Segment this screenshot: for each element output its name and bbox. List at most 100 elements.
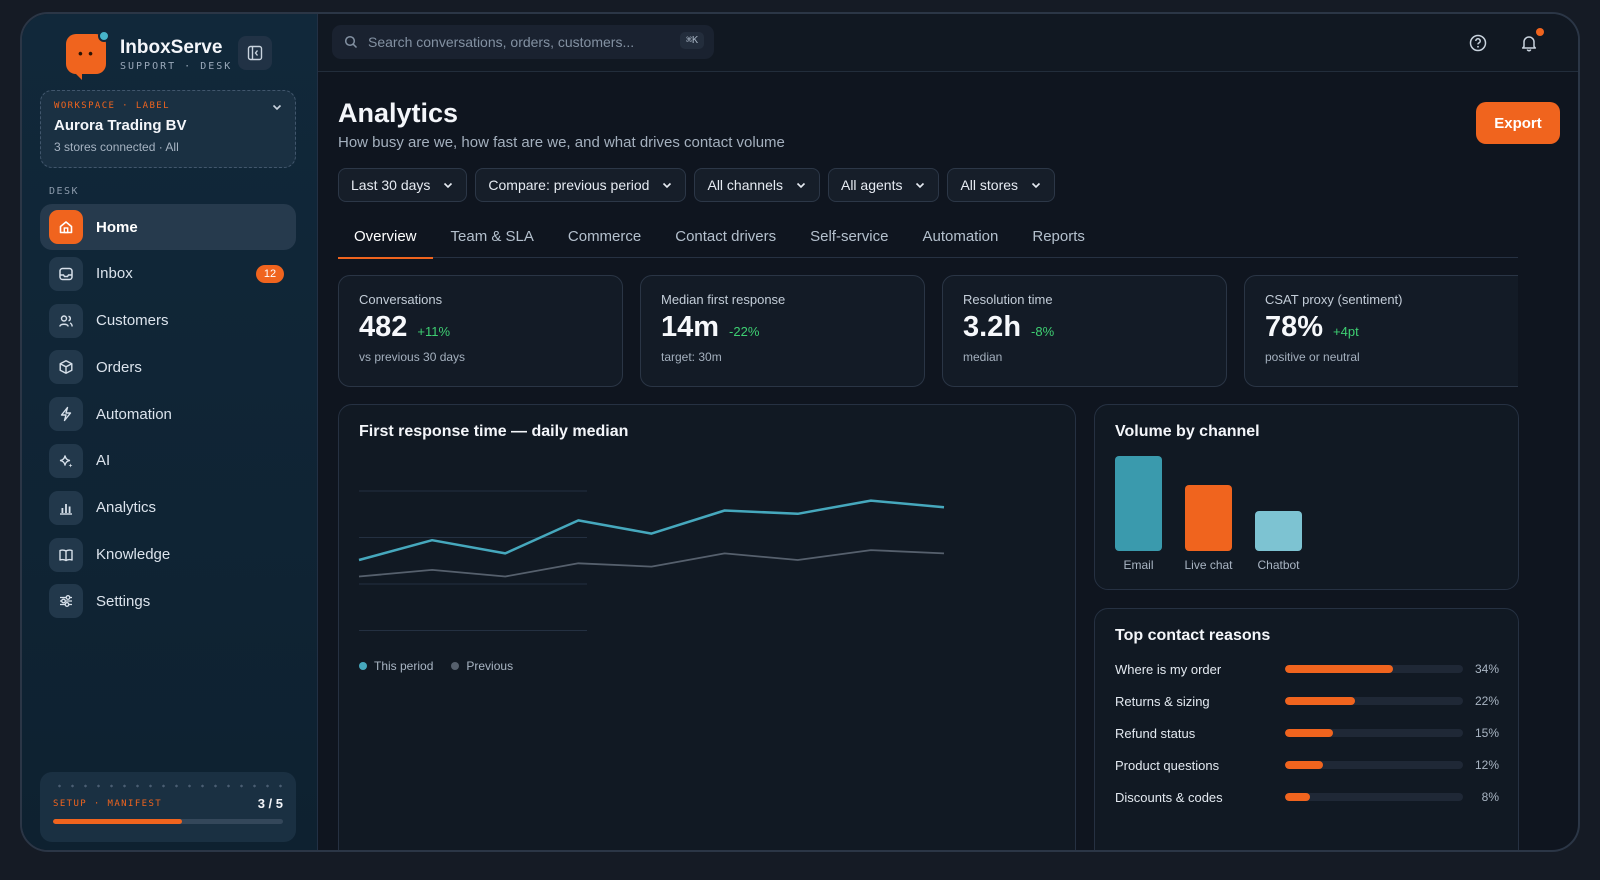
reason-percent: 8%	[1481, 790, 1499, 804]
sidebar-section-label: DESK	[49, 186, 80, 197]
workspace-detail: 3 stores connected · All	[54, 140, 179, 154]
top-contact-reasons-card: Top contact reasons Where is my order 34%…	[1094, 608, 1519, 850]
filter-label: All stores	[960, 177, 1019, 193]
reason-label: Discounts & codes	[1115, 789, 1223, 805]
reason-percent: 12%	[1474, 758, 1499, 772]
notification-dot	[1536, 28, 1544, 36]
kpi-row: Conversations 482 +11% vs previous 30 day…	[338, 275, 1518, 387]
setup-label: SETUP · MANIFEST	[53, 798, 163, 809]
kpi-value: 3.2h	[963, 311, 1022, 343]
tab-team-sla[interactable]: Team & SLA	[450, 228, 534, 245]
legend-item-previous: Previous	[451, 659, 513, 673]
workspace-switcher[interactable]: WORKSPACE · LABEL Aurora Trading BV 3 st…	[40, 90, 296, 168]
channel-filter[interactable]: All channels	[694, 168, 820, 202]
sidebar-item-knowledge[interactable]: Knowledge	[40, 532, 296, 578]
reason-bar	[1285, 793, 1311, 801]
reason-bar-track	[1285, 665, 1463, 673]
sidebar-item-label: AI	[96, 452, 111, 470]
tab-self-service[interactable]: Self-service	[810, 228, 889, 245]
brand-logo-face: • •	[78, 45, 94, 61]
brand-logo-icon: • •	[66, 30, 110, 80]
setup-progress-card[interactable]: SETUP · MANIFEST 3 / 5	[40, 772, 296, 842]
kpi-card-conversations[interactable]: Conversations 482 +11% vs previous 30 day…	[338, 275, 623, 387]
sidebar: • • InboxServe SUPPORT · DESK WORKSPACE …	[22, 14, 318, 850]
search-icon	[344, 35, 358, 49]
notifications-button[interactable]	[1517, 28, 1544, 55]
reason-label: Where is my order	[1115, 661, 1222, 677]
chevron-down-icon	[272, 104, 282, 111]
reason-bar-track	[1285, 729, 1463, 737]
legend-swatch	[359, 662, 367, 670]
kpi-value: 14m	[661, 311, 720, 343]
help-button[interactable]	[1466, 31, 1490, 55]
sidebar-item-ai[interactable]: AI	[40, 438, 296, 484]
agent-filter[interactable]: All agents	[827, 168, 940, 202]
workspace-label: WORKSPACE · LABEL	[54, 101, 170, 111]
search-input[interactable]: Search conversations, orders, customers.…	[332, 25, 714, 59]
sidebar-nav: Home Inbox 12 Customers Orders	[40, 204, 296, 625]
sidebar-item-label: Settings	[96, 592, 151, 610]
series-line-this-period	[358, 499, 945, 562]
reason-bar-track	[1285, 793, 1463, 801]
kpi-delta: +4pt	[1333, 324, 1359, 339]
collapse-sidebar-button[interactable]	[238, 36, 272, 70]
kpi-card-csat[interactable]: CSAT proxy (sentiment) 78% +4pt positive …	[1244, 275, 1518, 387]
brand[interactable]: • • InboxServe SUPPORT · DESK	[66, 30, 232, 80]
date-range-filter[interactable]: Last 30 days	[338, 168, 468, 202]
reason-label: Product questions	[1115, 757, 1220, 773]
brand-logo-dot	[98, 30, 110, 42]
sidebar-item-label: Orders	[96, 358, 142, 376]
contact-reason-row[interactable]: Refund status 15%	[1115, 723, 1499, 743]
sidebar-item-label: Analytics	[96, 499, 157, 517]
kpi-title: Resolution time	[963, 292, 1053, 307]
inbox-count-badge: 12	[256, 264, 284, 283]
sidebar-item-home[interactable]: Home	[40, 204, 296, 250]
brand-name: InboxServe	[120, 36, 223, 58]
export-button[interactable]: Export	[1476, 102, 1560, 144]
legend-label: Previous	[466, 659, 514, 673]
sidebar-item-settings[interactable]: Settings	[40, 578, 296, 624]
chart-legend: This period Previous	[359, 659, 513, 673]
sidebar-item-orders[interactable]: Orders	[40, 344, 296, 390]
tab-automation[interactable]: Automation	[922, 228, 999, 245]
inbox-icon	[49, 256, 83, 291]
tab-reports[interactable]: Reports	[1032, 228, 1085, 245]
chevron-down-icon	[1031, 182, 1041, 189]
legend-swatch	[451, 662, 460, 670]
contact-reason-row[interactable]: Returns & sizing 22%	[1115, 691, 1499, 711]
setup-row: SETUP · MANIFEST 3 / 5	[53, 796, 283, 811]
contact-reason-row[interactable]: Where is my order 34%	[1115, 659, 1499, 679]
kpi-card-resolution-time[interactable]: Resolution time 3.2h -8% median	[942, 275, 1227, 387]
volume-bar-chart: Email Live chat Chatbot	[1115, 456, 1302, 572]
reason-bar-track	[1285, 761, 1463, 769]
store-filter[interactable]: All stores	[947, 168, 1056, 202]
kpi-title: Median first response	[661, 292, 786, 307]
search-shortcut-hint: ⌘K	[679, 32, 704, 49]
tab-overview[interactable]: Overview	[338, 222, 433, 259]
contact-reason-row[interactable]: Discounts & codes 8%	[1115, 787, 1499, 807]
chevron-down-icon	[796, 182, 806, 189]
reason-bar	[1285, 665, 1394, 673]
kpi-card-first-response[interactable]: Median first response 14m -22% target: 30…	[640, 275, 925, 387]
kpi-subtext: vs previous 30 days	[359, 350, 466, 364]
sidebar-item-automation[interactable]: Automation	[40, 391, 296, 437]
legend-item-this-period: This period	[359, 659, 433, 673]
sidebar-item-customers[interactable]: Customers	[40, 298, 296, 344]
sidebar-item-inbox[interactable]: Inbox 12	[40, 251, 296, 297]
kpi-delta: +11%	[417, 324, 451, 339]
compare-filter[interactable]: Compare: previous period	[475, 168, 687, 202]
sidebar-item-analytics[interactable]: Analytics	[40, 485, 296, 531]
filter-bar: Last 30 days Compare: previous period Al…	[338, 168, 1056, 202]
chevron-down-icon	[916, 182, 925, 189]
kpi-delta: -8%	[1031, 324, 1055, 339]
filter-label: All channels	[707, 177, 783, 193]
chart-title: Top contact reasons	[1115, 627, 1271, 644]
kpi-value: 78%	[1265, 311, 1324, 343]
main-content: Analytics How busy are we, how fast are …	[318, 72, 1578, 850]
tab-contact-drivers[interactable]: Contact drivers	[675, 228, 777, 245]
page-subtitle: How busy are we, how fast are we, and wh…	[338, 134, 785, 151]
contact-reason-row[interactable]: Product questions 12%	[1115, 755, 1499, 775]
tab-commerce[interactable]: Commerce	[567, 228, 642, 245]
kpi-delta: -22%	[729, 324, 760, 339]
reason-bar	[1285, 761, 1324, 769]
